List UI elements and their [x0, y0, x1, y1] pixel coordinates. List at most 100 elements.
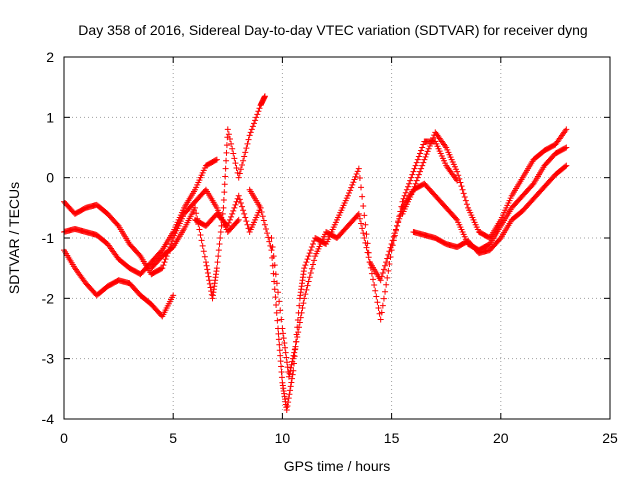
data-point	[295, 329, 302, 336]
data-point	[402, 189, 409, 196]
data-point	[202, 259, 209, 266]
data-point	[206, 280, 213, 287]
data-point	[415, 153, 422, 160]
data-point	[257, 204, 264, 211]
data-point	[426, 142, 433, 149]
data-point	[228, 140, 235, 147]
data-point	[216, 241, 223, 248]
data-point	[377, 277, 384, 284]
data-point	[301, 265, 308, 272]
y-tick-label: -4	[42, 411, 55, 427]
data-point	[364, 249, 371, 256]
data-point	[240, 157, 247, 164]
data-point	[238, 203, 245, 210]
data-point	[385, 267, 392, 274]
data-point	[273, 309, 280, 316]
data-point	[275, 289, 282, 296]
data-point	[261, 93, 268, 100]
data-point	[158, 248, 165, 255]
data-point	[382, 288, 389, 295]
data-point	[235, 192, 242, 199]
data-point	[238, 161, 245, 168]
data-point	[372, 287, 379, 294]
data-point	[419, 144, 426, 151]
data-point	[356, 215, 363, 222]
data-point	[424, 148, 431, 155]
data-point	[292, 343, 299, 350]
y-tick-label: 2	[46, 49, 54, 65]
data-point	[279, 325, 286, 332]
data-point	[245, 136, 252, 143]
data-point	[410, 168, 417, 175]
data-point	[136, 251, 143, 258]
data-point	[233, 165, 240, 172]
x-tick-label: 25	[602, 430, 618, 446]
data-point	[252, 117, 259, 124]
y-tick-label: -1	[42, 230, 55, 246]
data-point	[278, 316, 285, 323]
data-point	[273, 301, 280, 308]
data-point	[415, 171, 422, 178]
data-point	[288, 361, 295, 368]
data-point	[229, 145, 236, 152]
data-point	[410, 186, 417, 193]
data-point	[363, 244, 370, 251]
data-point	[356, 174, 363, 181]
data-point	[275, 330, 282, 337]
data-point	[396, 215, 403, 222]
data-point	[306, 274, 313, 281]
data-point	[225, 131, 232, 138]
data-point	[360, 230, 367, 237]
y-tick-label: 0	[46, 170, 54, 186]
data-point	[408, 174, 415, 181]
data-point	[240, 207, 247, 214]
data-point	[382, 262, 389, 269]
series-8	[192, 192, 264, 235]
data-point	[354, 212, 361, 219]
data-point	[420, 141, 427, 148]
data-point	[283, 354, 290, 361]
data-point	[358, 184, 365, 191]
data-point	[237, 200, 244, 207]
data-point	[359, 193, 366, 200]
data-point	[299, 304, 306, 311]
data-point	[394, 222, 401, 229]
data-point	[241, 153, 248, 160]
data-point	[196, 226, 203, 233]
data-point	[284, 403, 291, 410]
data-point	[277, 352, 284, 359]
data-point	[379, 269, 386, 276]
data-point	[289, 355, 296, 362]
data-point	[303, 286, 310, 293]
data-point	[285, 373, 292, 380]
data-point	[562, 145, 569, 152]
data-point	[289, 371, 296, 378]
data-point	[286, 391, 293, 398]
data-point	[421, 156, 428, 163]
data-point	[278, 368, 285, 375]
data-point	[429, 137, 436, 144]
data-point	[368, 270, 375, 277]
data-point	[300, 300, 307, 307]
data-point	[222, 165, 229, 172]
data-point	[425, 145, 432, 152]
data-point	[233, 198, 240, 205]
data-points	[61, 93, 570, 413]
data-point	[289, 375, 296, 382]
data-point	[295, 324, 302, 331]
data-point	[384, 274, 391, 281]
data-point	[204, 266, 211, 273]
data-point	[287, 364, 294, 371]
data-point	[307, 247, 314, 254]
data-point	[290, 352, 297, 359]
data-point	[404, 183, 411, 190]
data-point	[263, 225, 270, 232]
data-point	[297, 314, 304, 321]
data-point	[206, 277, 213, 284]
data-point	[268, 247, 275, 254]
data-point	[201, 253, 208, 260]
data-point	[301, 295, 308, 302]
data-point	[162, 256, 169, 263]
data-point	[205, 273, 212, 280]
